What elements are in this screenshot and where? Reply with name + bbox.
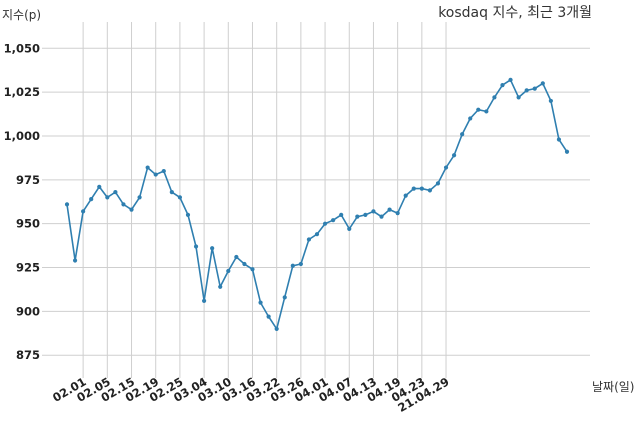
data-point (274, 326, 279, 331)
x-axis-label: 날짜(일) (592, 380, 634, 394)
data-point (532, 86, 537, 91)
y-tick-label: 950 (16, 217, 40, 231)
data-point (347, 226, 352, 232)
data-point (113, 190, 118, 195)
data-point (193, 244, 199, 249)
data-point (411, 186, 416, 191)
data-point (516, 95, 521, 100)
data-point (185, 212, 191, 218)
data-point (460, 132, 465, 137)
data-point (427, 188, 433, 193)
data-point (121, 202, 126, 207)
series-line (66, 78, 568, 331)
data-point (492, 95, 497, 100)
data-point (484, 109, 489, 114)
data-point (153, 172, 158, 177)
data-point (290, 263, 295, 268)
data-point (387, 207, 392, 212)
data-point (468, 116, 473, 121)
data-point (226, 268, 231, 274)
data-point (81, 209, 86, 214)
data-point (89, 197, 94, 202)
data-point (443, 165, 449, 170)
chart-title: kosdaq 지수, 최근 3개월 (438, 5, 592, 21)
data-point (177, 195, 183, 200)
data-point (564, 149, 570, 154)
data-point (371, 209, 376, 214)
data-point (234, 254, 239, 260)
data-point (145, 165, 150, 170)
data-point (500, 83, 505, 88)
data-point (129, 207, 134, 212)
data-point (218, 284, 223, 289)
data-point (395, 211, 400, 216)
series (64, 77, 570, 331)
y-tick-label: 875 (16, 348, 40, 362)
data-point (403, 193, 408, 198)
data-point (540, 81, 545, 86)
y-tick-label: 1,000 (4, 129, 40, 143)
data-point (137, 195, 142, 200)
data-point (282, 295, 287, 300)
grid (42, 22, 590, 378)
data-point (548, 98, 553, 104)
data-point (339, 212, 344, 218)
data-point (97, 184, 102, 189)
y-tick-label: 925 (16, 261, 40, 275)
data-point (363, 212, 368, 218)
data-point (298, 261, 303, 267)
data-point (524, 88, 529, 93)
data-point (242, 261, 247, 267)
data-point (556, 137, 562, 142)
data-point (419, 186, 424, 191)
data-point (331, 218, 336, 223)
y-axis-ticks: 875 900 925 950 975 1,000 1,025 1,050 (4, 41, 40, 362)
data-point (355, 214, 360, 219)
data-point (379, 214, 384, 219)
data-point (250, 267, 255, 272)
data-point (435, 181, 441, 186)
data-point (322, 221, 328, 226)
y-tick-label: 975 (16, 173, 40, 187)
data-point (201, 298, 207, 303)
y-axis-label: 지수(p) (2, 8, 41, 22)
data-point (258, 300, 263, 305)
data-point (508, 77, 513, 82)
y-tick-label: 1,025 (4, 85, 40, 99)
data-point (169, 190, 174, 195)
data-point (306, 237, 312, 242)
x-axis-ticks: 02.0102.0502.1502.1902.2503.0403.1003.16… (50, 374, 451, 414)
data-point (451, 153, 457, 158)
data-point (105, 195, 110, 200)
data-point (314, 232, 320, 237)
data-point (161, 168, 166, 174)
data-point (72, 258, 78, 263)
y-tick-label: 1,050 (4, 41, 40, 55)
data-point (266, 314, 271, 319)
data-point (64, 202, 70, 207)
data-point (476, 107, 481, 112)
y-tick-label: 900 (16, 304, 40, 318)
data-point (210, 246, 215, 251)
